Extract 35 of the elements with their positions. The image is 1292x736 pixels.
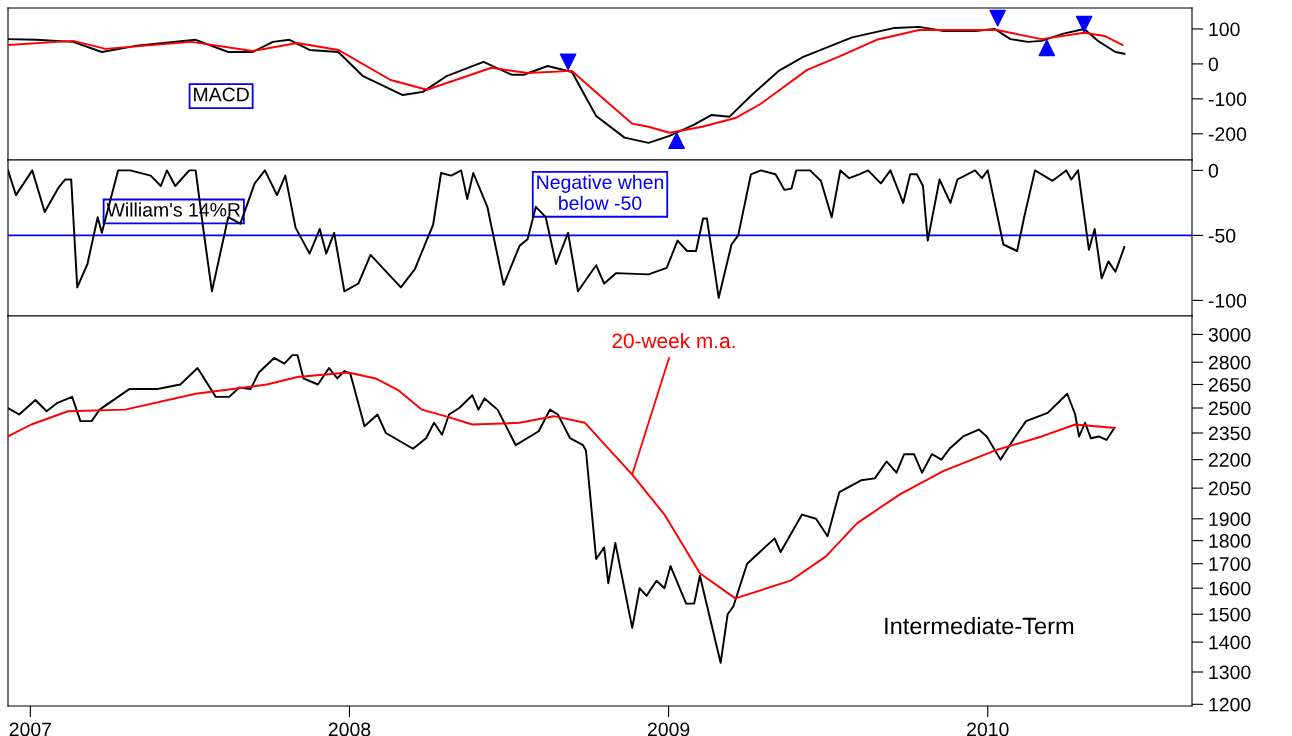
point — [559, 53, 577, 71]
y-tick-label: 3000 — [1208, 327, 1251, 342]
x-tick-label: 2008 — [328, 722, 371, 736]
y-tick-label: 1600 — [1209, 581, 1251, 596]
y-tick-label: 1400 — [1209, 635, 1251, 650]
annotation: MACD — [194, 87, 249, 102]
y-tick-label: 1300 — [1209, 665, 1251, 680]
y-tick-label: 1500 — [1209, 607, 1251, 622]
y-tick-label: 2650 — [1208, 377, 1251, 392]
y-tick-label: 100 — [1209, 22, 1240, 37]
y-tick-label: 1800 — [1209, 534, 1251, 548]
y-tick-label: 1200 — [1209, 697, 1251, 712]
annotation: Intermediate-Term — [885, 616, 1074, 635]
y-tick-label: 2050 — [1208, 481, 1251, 496]
y-tick-label: 0 — [1208, 163, 1219, 178]
point — [989, 9, 1006, 27]
point — [668, 132, 685, 150]
y-tick-label: 0 — [1208, 57, 1219, 72]
point — [1075, 15, 1093, 33]
x-tick-label: 2010 — [967, 722, 1009, 736]
y-tick-label: -100 — [1208, 293, 1247, 308]
y-tick-label: -100 — [1208, 92, 1247, 107]
y-tick-label: 2800 — [1208, 355, 1251, 370]
y-tick-label: 2350 — [1208, 426, 1251, 441]
x-tick-label: 2007 — [9, 722, 51, 736]
x-tick-label: 2009 — [647, 722, 690, 736]
annotation: Negative when below -50 — [537, 174, 664, 211]
point — [1038, 39, 1056, 57]
y-tick-label: 2500 — [1208, 401, 1251, 416]
y-tick-label: 1900 — [1209, 512, 1251, 527]
y-tick-label: 2200 — [1208, 453, 1251, 467]
annotation: 20-week m.a. — [612, 332, 735, 349]
y-tick-label: -200 — [1208, 127, 1247, 142]
y-tick-label: 1700 — [1209, 557, 1251, 571]
y-tick-label: -50 — [1208, 228, 1236, 243]
